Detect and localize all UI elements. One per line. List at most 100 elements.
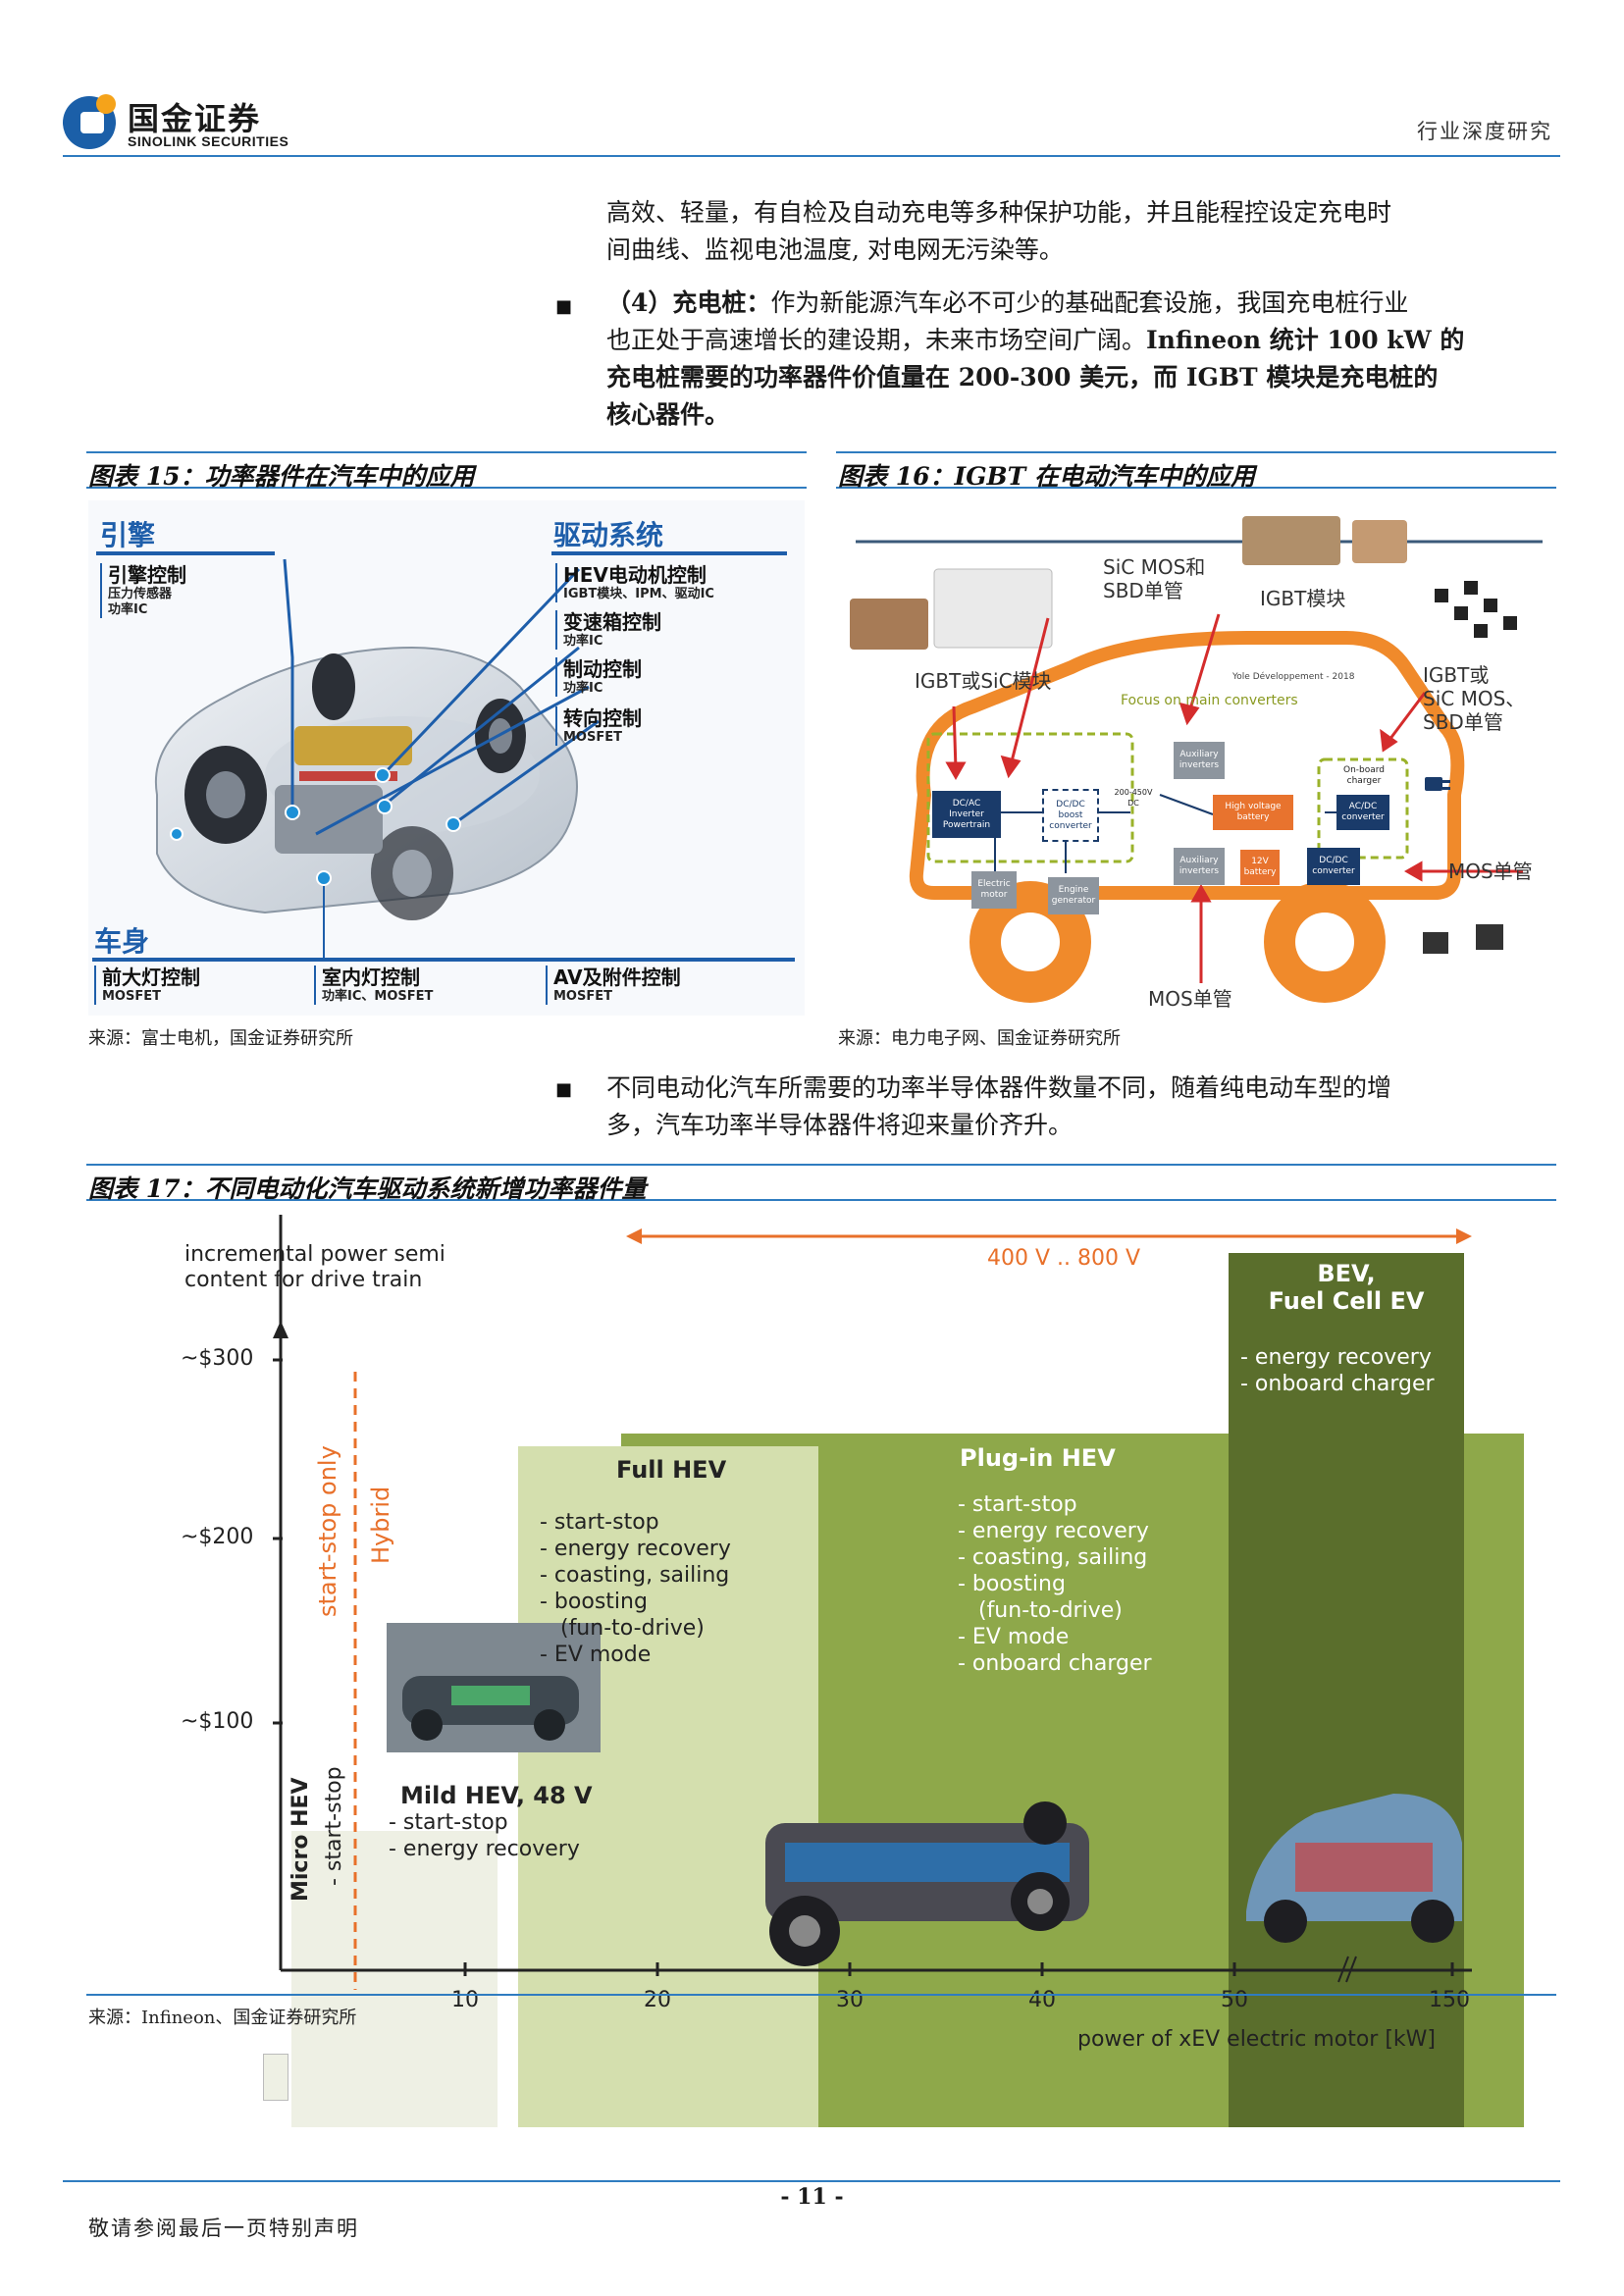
- x-axis-title: power of xEV electric motor [kW]: [1077, 2027, 1436, 2052]
- figure-15-source: 来源：富士电机，国金证券研究所: [88, 1028, 353, 1049]
- y-axis-title: incremental power semi content for drive…: [184, 1242, 445, 1292]
- mos-single-bottom-label: MOS单管: [1148, 987, 1232, 1011]
- header-rule: [63, 155, 1560, 157]
- electric-motor-box: Electric motor: [971, 871, 1017, 909]
- point5-line-2: 多，汽车功率半导体器件将迎来量价齐升。: [606, 1111, 1074, 1139]
- figure-17-bottom-rule: [86, 1994, 1556, 1996]
- focus-label: Focus on main converters: [1121, 693, 1298, 708]
- full-hev-title: Full HEV: [616, 1456, 727, 1484]
- figure-16-caption: 图表 16：IGBT 在电动汽车中的应用: [838, 462, 1255, 491]
- car-illustration: [154, 558, 600, 960]
- figure-17-source: 来源：Infineon、国金证券研究所: [88, 2008, 357, 2028]
- body-section-title: 车身: [94, 925, 150, 958]
- hev-motor-control-label: HEV电动机控制 IGBT模块、IPM、驱动IC: [555, 563, 714, 602]
- x-tick-150: 150: [1429, 1988, 1470, 2012]
- footer-rule: [63, 2180, 1560, 2182]
- figure-16-source: 来源：电力电子网、国金证券研究所: [838, 1028, 1121, 1049]
- chart-axes: [273, 1215, 1472, 1990]
- voltage-label: 200-450V DC: [1114, 788, 1153, 808]
- engine-control-label: 引擎控制 压力传感器 功率IC: [100, 563, 186, 618]
- x-tick-10: 10: [451, 1988, 479, 2012]
- brake-control-label: 制动控制 功率IC: [555, 657, 642, 697]
- hybrid-label: Hybrid: [367, 1486, 394, 1564]
- x-tick-50: 50: [1221, 1988, 1248, 2012]
- intro-line-2: 间曲线、监视电池温度, 对电网无污染等。: [606, 235, 1064, 264]
- micro-hev-sub-label: - start-stop: [322, 1766, 346, 1886]
- micro-hev-label: Micro HEV: [288, 1777, 313, 1902]
- battery-12v-box: 12V battery: [1240, 850, 1280, 885]
- engine-generator-box: Engine generator: [1048, 877, 1099, 914]
- figure-17-diagram: incremental power semi content for drive…: [157, 1215, 1524, 2127]
- disclaimer-note: 敬请参阅最后一页特别声明: [88, 2217, 359, 2240]
- dcdc-boost-box: DC/DC boost converter: [1042, 789, 1099, 842]
- logo-sun-icon: [96, 94, 116, 114]
- y-tick-300: ~$300: [181, 1346, 254, 1371]
- av-accessory-control-label: AV及附件控制 MOSFET: [546, 965, 681, 1005]
- engine-section-title: 引擎: [100, 519, 156, 551]
- full-hev-features: - start-stop - energy recovery - coastin…: [540, 1510, 731, 1667]
- sic-sbd-label: SiC MOS和 SBD单管: [1103, 555, 1206, 602]
- logo-en-text: SINOLINK SECURITIES: [128, 133, 289, 149]
- micro-hev-swatch: [263, 2054, 288, 2101]
- figure-16-caption-bar: 图表 16：IGBT 在电动汽车中的应用: [836, 451, 1556, 491]
- dcac-inverter-box: DC/AC Inverter Powertrain: [932, 791, 1001, 838]
- figure-15-car-diagram: 引擎 驱动系统 车身 引擎控制 压力传感器 功率IC HEV电动机控制 IGBT…: [88, 500, 805, 1016]
- figure-17-caption: 图表 17：不同电动化汽车驱动系统新增功率器件量: [88, 1174, 647, 1203]
- transmission-control-label: 变速箱控制 功率IC: [555, 610, 661, 650]
- x-tick-20: 20: [644, 1988, 671, 2012]
- point4-bold-a: Infineon 统计 100 kW 的: [1146, 326, 1465, 354]
- plugin-hev-title: Plug-in HEV: [960, 1444, 1116, 1472]
- bullet-icon: ■: [555, 296, 573, 317]
- point5-line-1: 不同电动化汽车所需要的功率半导体器件数量不同，随着纯电动车型的增: [606, 1073, 1392, 1102]
- aux-inverters-bottom-box: Auxiliary inverters: [1174, 848, 1225, 885]
- full-hev-region: [518, 1446, 818, 2127]
- point4-bold-b: 充电桩需要的功率器件价值量在 200-300 美元，而 IGBT 模块是充电桩的: [606, 363, 1439, 391]
- steering-control-label: 转向控制 MOSFET: [555, 706, 642, 746]
- igbt-module-label: IGBT模块: [1260, 587, 1346, 610]
- page-number: - 11 -: [780, 2184, 844, 2210]
- drive-section-bar: [551, 551, 787, 555]
- point4-text-a: 作为新能源汽车必不可少的基础配套设施，我国充电桩行业: [770, 288, 1409, 317]
- ev-outline-illustration: [850, 516, 1543, 1003]
- report-type: 行业深度研究: [1417, 120, 1552, 143]
- plugin-hev-features: - start-stop - energy recovery - coastin…: [958, 1492, 1152, 1676]
- point4-bold-c: 核心器件。: [606, 400, 730, 429]
- figure-16-ev-diagram: SiC MOS和 SBD单管 IGBT模块 IGBT或SiC模块 IGBT或 S…: [836, 500, 1554, 1016]
- x-tick-40: 40: [1028, 1988, 1056, 2012]
- point4-text-b: 也正处于高速增长的建设期，未来市场空间广阔。: [606, 326, 1147, 354]
- charging-pile-paragraph: （4）充电桩：作为新能源汽车必不可少的基础配套设施，我国充电桩行业 也正处于高速…: [606, 285, 1543, 434]
- dcdc-converter-box: DC/DC converter: [1307, 848, 1360, 885]
- credit-label: Yole Développement - 2018: [1232, 672, 1355, 682]
- intro-line-1: 高效、轻量，有自检及自动充电等多种保护功能，并且能程控设定充电时: [606, 198, 1392, 227]
- body-section-bar: [92, 958, 795, 962]
- company-logo: 国金证券 SINOLINK SECURITIES: [63, 88, 298, 153]
- voltage-range-label: 400 V .. 800 V: [987, 1246, 1141, 1271]
- point4-label: （4）充电桩：: [606, 288, 771, 317]
- figure-15-caption-bar: 图表 15：功率器件在汽车中的应用: [86, 451, 807, 491]
- interior-light-control-label: 室内灯控制 功率IC、MOSFET: [314, 965, 433, 1005]
- intro-paragraph: 高效、轻量，有自检及自动充电等多种保护功能，并且能程控设定充电时 间曲线、监视电…: [606, 194, 1543, 269]
- mild-hev-title: Mild HEV, 48 V: [400, 1782, 593, 1809]
- aux-inverters-top-box: Auxiliary inverters: [1174, 742, 1225, 779]
- logo-cn-text: 国金证券: [128, 100, 262, 137]
- headlight-control-label: 前大灯控制 MOSFET: [94, 965, 200, 1005]
- y-tick-100: ~$100: [181, 1709, 254, 1734]
- engine-section-bar: [96, 551, 275, 555]
- onboard-charger-label: On-board charger: [1342, 765, 1386, 786]
- page-header: 国金证券 SINOLINK SECURITIES 行业深度研究: [63, 88, 1560, 157]
- bev-title: BEV, Fuel Cell EV: [1268, 1260, 1425, 1315]
- x-tick-30: 30: [836, 1988, 864, 2012]
- drive-section-title: 驱动系统: [553, 519, 664, 551]
- bev-features: - energy recovery - onboard charger: [1240, 1345, 1435, 1396]
- acdc-converter-box: AC/DC converter: [1336, 795, 1389, 830]
- mild-hev-features: - start-stop - energy recovery: [389, 1810, 580, 1861]
- y-tick-200: ~$200: [181, 1525, 254, 1549]
- mos-single-right-label: MOS单管: [1448, 860, 1533, 883]
- bullet-icon: ■: [555, 1079, 573, 1100]
- hv-battery-box: High voltage battery: [1213, 795, 1293, 830]
- igbt-sic-sbd-label: IGBT或 SiC MOS、 SBD单管: [1423, 663, 1526, 734]
- start-stop-only-label: start-stop only: [314, 1445, 341, 1617]
- mild-hev-region: [291, 1831, 498, 2127]
- figure-15-caption: 图表 15：功率器件在汽车中的应用: [88, 462, 475, 491]
- figure-17-caption-bar: 图表 17：不同电动化汽车驱动系统新增功率器件量: [86, 1164, 1556, 1203]
